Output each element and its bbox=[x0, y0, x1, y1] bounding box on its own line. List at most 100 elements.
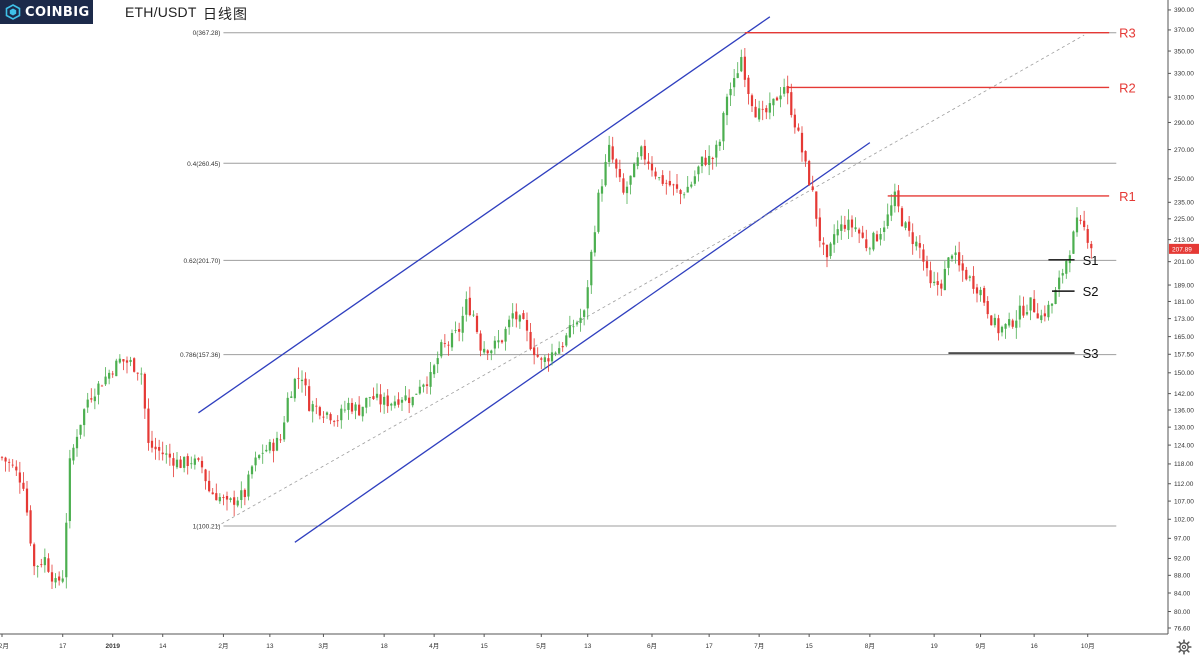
candle bbox=[586, 280, 589, 320]
candle-body bbox=[1054, 289, 1057, 305]
candle-body bbox=[425, 384, 429, 386]
candle-body bbox=[75, 436, 79, 449]
candle-body bbox=[408, 397, 411, 404]
candle bbox=[629, 175, 632, 195]
candle bbox=[168, 443, 171, 466]
candle bbox=[279, 434, 282, 444]
candle-body bbox=[883, 227, 886, 232]
candle bbox=[686, 176, 689, 193]
candle bbox=[33, 542, 36, 576]
support-resistance-lines[interactable]: R3 R2 R1 S1 S2 S3 bbox=[744, 26, 1136, 361]
candle bbox=[179, 455, 182, 469]
candle-body bbox=[279, 439, 282, 441]
candle bbox=[354, 402, 357, 420]
candle bbox=[322, 411, 325, 424]
candle-body bbox=[497, 340, 500, 343]
price-tick-label: 213.00 bbox=[1174, 237, 1194, 244]
candle bbox=[990, 315, 993, 326]
candle bbox=[418, 379, 421, 395]
candle-body bbox=[679, 190, 682, 195]
candle bbox=[111, 370, 114, 378]
candle bbox=[272, 438, 275, 463]
candle bbox=[575, 320, 579, 327]
candle-body bbox=[683, 194, 686, 196]
candle-body bbox=[361, 406, 364, 417]
trend-channel[interactable] bbox=[198, 16, 1085, 543]
candle-body bbox=[411, 396, 414, 406]
candle bbox=[747, 75, 750, 105]
time-axis[interactable]: 12月 17 2019 14 2月 13 3月 18 4月 15 5月 13 6月 17 7月 15 8月 19 9… bbox=[0, 633, 1168, 650]
gear-icon[interactable] bbox=[1176, 639, 1192, 655]
candle bbox=[175, 452, 179, 470]
candle bbox=[72, 444, 75, 465]
candle bbox=[900, 206, 904, 227]
candle-body bbox=[358, 404, 361, 416]
candle bbox=[311, 400, 314, 423]
candle bbox=[872, 231, 875, 252]
channel-lower-line[interactable] bbox=[294, 142, 871, 543]
candle-body bbox=[633, 163, 636, 178]
candle-body bbox=[622, 178, 625, 193]
candle bbox=[965, 266, 968, 281]
candle bbox=[211, 488, 214, 495]
candle bbox=[347, 397, 350, 420]
candle bbox=[918, 235, 921, 259]
candle-body bbox=[847, 219, 850, 231]
candle bbox=[790, 83, 793, 118]
candle bbox=[365, 397, 368, 414]
channel-upper-line[interactable] bbox=[198, 16, 771, 414]
candle bbox=[115, 358, 118, 377]
candle bbox=[15, 460, 18, 476]
candle bbox=[250, 465, 254, 479]
candle bbox=[1086, 224, 1089, 249]
candle bbox=[893, 183, 896, 213]
candle bbox=[693, 170, 696, 186]
candle bbox=[29, 505, 32, 547]
candle-body bbox=[1004, 323, 1007, 329]
candle-body bbox=[1043, 313, 1046, 317]
candle-body bbox=[154, 446, 157, 450]
candle bbox=[429, 362, 432, 395]
candle-body bbox=[172, 458, 175, 466]
candle-body bbox=[297, 378, 300, 379]
channel-median-line[interactable] bbox=[216, 34, 1085, 528]
candle-body bbox=[811, 186, 814, 191]
candle bbox=[400, 397, 404, 412]
candle bbox=[979, 286, 982, 302]
candle-body bbox=[100, 385, 104, 387]
candle bbox=[25, 481, 29, 516]
candle-body bbox=[833, 234, 836, 245]
candle bbox=[150, 430, 154, 453]
candle-body bbox=[122, 359, 125, 362]
candle-body bbox=[340, 408, 343, 421]
candle-body bbox=[258, 455, 261, 459]
candle-body bbox=[1011, 320, 1014, 327]
candle bbox=[1036, 303, 1039, 319]
candle-body bbox=[829, 243, 832, 257]
candle-body bbox=[143, 373, 146, 409]
price-tick-label: 136.00 bbox=[1174, 407, 1194, 414]
candle-body bbox=[643, 145, 646, 160]
candle bbox=[472, 310, 475, 318]
fibonacci-retracement[interactable]: 0(367.28) 0.4(260.45) 0.62(201.70) 0.786(15… bbox=[180, 30, 1117, 530]
candle-body bbox=[190, 463, 193, 465]
candle-body bbox=[243, 489, 246, 498]
candle bbox=[1022, 296, 1025, 318]
price-axis[interactable]: 76.60 80.00 84.00 88.00 92.00 97.00 102.00 107.… bbox=[1167, 0, 1194, 634]
price-tick-label: 250.00 bbox=[1174, 176, 1194, 183]
candle bbox=[300, 370, 304, 393]
candle-body bbox=[608, 144, 611, 162]
candle-body bbox=[690, 184, 693, 187]
candle bbox=[861, 225, 864, 239]
candle-body bbox=[1072, 231, 1075, 254]
time-tick-label: 10月 bbox=[1081, 642, 1095, 650]
candle bbox=[243, 488, 246, 506]
candle bbox=[715, 140, 718, 167]
candle-body bbox=[908, 221, 911, 231]
candle-body bbox=[175, 459, 179, 468]
candle-body bbox=[858, 229, 861, 234]
candle-body bbox=[936, 281, 939, 285]
candle-body bbox=[465, 299, 468, 315]
candle bbox=[850, 215, 854, 238]
